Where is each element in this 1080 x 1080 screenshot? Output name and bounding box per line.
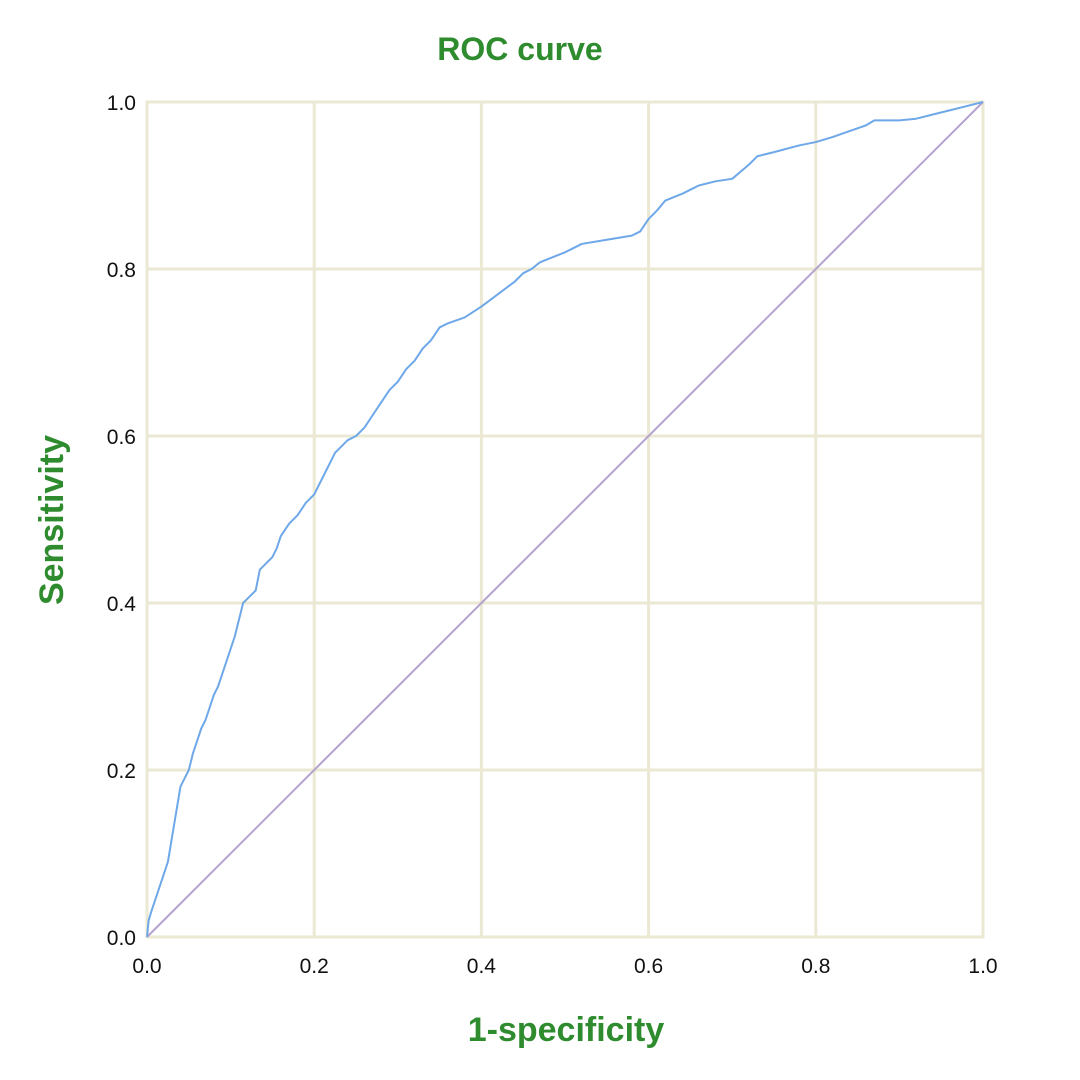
x-tick-label: 0.2 — [300, 955, 329, 978]
series-layer — [146, 101, 984, 938]
x-tick-label: 0.0 — [132, 955, 161, 978]
y-axis-label: Sensitivity — [33, 435, 71, 605]
roc-curve-line — [146, 101, 984, 938]
x-tick-label: 0.8 — [801, 955, 830, 978]
chart-title: ROC curve — [437, 31, 602, 67]
y-axis-ticks: 0.0 0.2 0.4 0.6 0.8 1.0 — [107, 92, 137, 950]
y-tick-label: 0.0 — [107, 927, 136, 950]
x-tick-label: 0.6 — [634, 955, 663, 978]
reference-diagonal-line — [146, 101, 984, 938]
x-tick-label: 0.4 — [467, 955, 497, 978]
y-tick-label: 0.2 — [107, 760, 136, 783]
y-tick-label: 0.4 — [107, 593, 137, 616]
y-tick-label: 0.6 — [107, 426, 136, 449]
y-tick-label: 1.0 — [107, 92, 136, 115]
x-axis-ticks: 0.0 0.2 0.4 0.6 0.8 1.0 — [132, 955, 997, 978]
x-tick-label: 1.0 — [968, 955, 997, 978]
x-axis-label: 1-specificity — [468, 1011, 665, 1049]
y-tick-label: 0.8 — [107, 259, 136, 282]
